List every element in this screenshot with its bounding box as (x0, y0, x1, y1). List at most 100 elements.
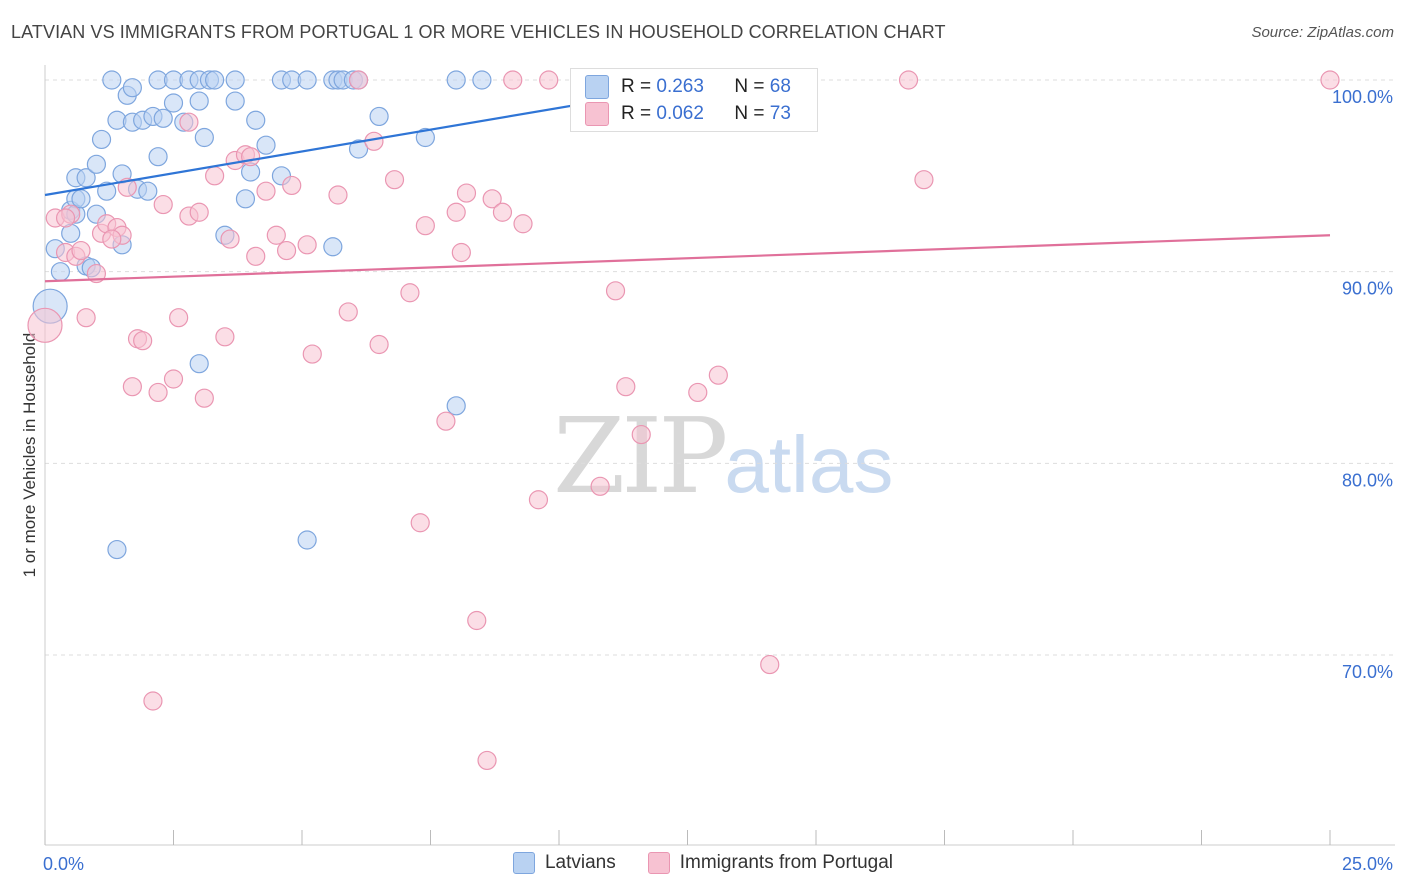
latvian-point (225, 91, 245, 111)
latvians-swatch (585, 75, 609, 99)
portugal-point (163, 369, 184, 389)
portugal-point (898, 70, 919, 90)
portugal-point (451, 242, 471, 263)
latvian-point (50, 262, 71, 282)
portugal-point (86, 263, 107, 284)
n-label: N = (734, 103, 770, 124)
latvian-point (102, 70, 122, 90)
latvian-point (97, 181, 117, 201)
portugal-point (220, 229, 240, 249)
portugal-point (102, 229, 122, 249)
stats-legend-box: R = 0.263 N = 68 R = 0.062 N = 73 (570, 68, 818, 132)
portugal-point (302, 344, 322, 364)
portugal-point (71, 240, 91, 261)
latvian-point (189, 91, 209, 111)
portugal-point (760, 654, 780, 675)
latvians-r-value: 0.263 (656, 76, 704, 97)
latvian-point (205, 70, 225, 90)
portugal-trend-line (44, 234, 1331, 283)
chart-title: LATVIAN VS IMMIGRANTS FROM PORTUGAL 1 OR… (11, 22, 946, 42)
portugal-point (241, 147, 261, 167)
latvian-point (446, 70, 466, 90)
latvian-point (246, 110, 266, 130)
stats-row-latvians: R = 0.263 N = 68 (585, 75, 791, 99)
x-tick-label: 25.0% (1342, 854, 1393, 874)
y-tick-label: 100.0% (1332, 87, 1393, 107)
portugal-point (266, 225, 286, 245)
n-label: N = (734, 76, 770, 97)
latvians-legend-swatch (512, 852, 535, 874)
portugal-r-value: 0.062 (656, 103, 704, 124)
portugal-point (482, 189, 502, 209)
latvian-point (148, 147, 168, 167)
portugal-point (477, 750, 497, 771)
x-tick-label: 0.0% (43, 854, 84, 874)
portugal-point (27, 307, 63, 343)
portugal-point (914, 170, 934, 190)
latvian-point (323, 237, 343, 257)
latvian-point (256, 135, 276, 155)
portugal-point (133, 331, 153, 351)
portugal-point (55, 208, 76, 228)
portugal-point (122, 377, 142, 397)
portugal-point (205, 166, 225, 186)
stats-row-portugal: R = 0.062 N = 73 (585, 102, 791, 126)
portugal-point (436, 411, 456, 431)
legend-label-latvians: Latvians (544, 852, 616, 873)
latvian-point (138, 181, 158, 201)
portugal-point (539, 70, 559, 90)
latvian-point (91, 129, 112, 150)
portugal-point (215, 327, 235, 347)
portugal-point (179, 112, 199, 132)
portugal-legend-swatch (647, 852, 670, 874)
portugal-point (194, 388, 214, 408)
latvian-point (472, 70, 492, 90)
portugal-point (503, 70, 523, 90)
portugal-point (153, 194, 173, 215)
portugal-point (256, 181, 276, 201)
legend-item-latvians[interactable]: Latvians (512, 852, 616, 874)
latvian-point (415, 127, 435, 148)
latvian-point (446, 396, 466, 416)
portugal-point (282, 175, 302, 196)
latvian-point (369, 106, 389, 127)
portugal-point (369, 334, 389, 355)
portugal-point (400, 283, 420, 303)
latvians-n-value: 68 (769, 76, 791, 97)
y-tick-label: 80.0% (1342, 470, 1393, 490)
r-label: R = (621, 103, 657, 124)
latvian-point (189, 354, 209, 374)
portugal-point (415, 216, 435, 236)
portugal-point (616, 377, 636, 397)
portugal-point (328, 185, 348, 205)
portugal-point (631, 424, 651, 445)
portugal-point (1320, 70, 1340, 90)
zipatlas-watermark: ZIPatlas (553, 395, 894, 517)
portugal-point (169, 308, 189, 328)
legend-item-portugal[interactable]: Immigrants from Portugal (647, 852, 893, 874)
portugal-swatch (585, 102, 609, 126)
latvian-point (107, 539, 127, 560)
latvian-point (297, 530, 317, 550)
portugal-point (590, 476, 610, 496)
y-tick-label: 70.0% (1342, 662, 1393, 682)
portugal-point (276, 240, 297, 261)
portugal-point (528, 490, 549, 510)
portugal-point (148, 382, 168, 403)
portugal-point (338, 302, 358, 322)
portugal-point (708, 365, 728, 385)
portugal-point (446, 202, 466, 222)
portugal-point (456, 183, 477, 203)
latvian-point (76, 168, 96, 188)
portugal-point (348, 70, 369, 90)
portugal-point (467, 610, 487, 631)
portugal-point (189, 202, 209, 222)
portugal-point (143, 691, 163, 711)
y-tick-label: 90.0% (1342, 279, 1393, 299)
portugal-n-value: 73 (769, 103, 791, 124)
r-label: R = (621, 76, 657, 97)
portugal-point (513, 214, 533, 234)
latvian-point (71, 189, 91, 209)
portugal-point (76, 308, 96, 328)
